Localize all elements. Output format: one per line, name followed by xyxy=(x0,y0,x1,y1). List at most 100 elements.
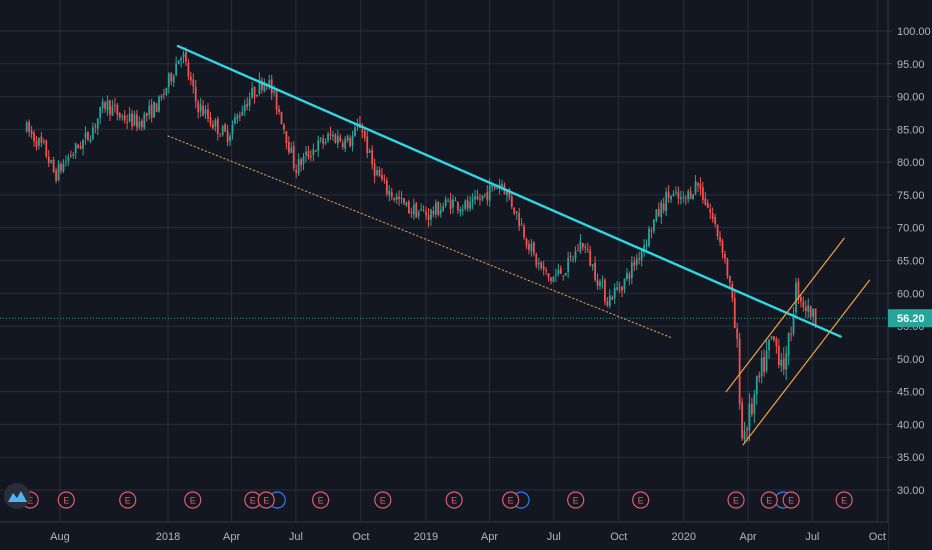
time-tick-label[interactable]: Jul xyxy=(289,531,303,543)
candle-body xyxy=(241,112,244,116)
candle-body xyxy=(743,431,746,440)
candle-body xyxy=(486,192,489,201)
time-tick-label[interactable]: Oct xyxy=(869,531,886,543)
price-tick-label[interactable]: 30.00 xyxy=(897,485,925,497)
candle-body xyxy=(96,118,99,129)
earnings-marker-label: E xyxy=(250,496,256,506)
tradingview-logo[interactable] xyxy=(4,483,30,509)
earnings-marker[interactable]: E xyxy=(727,491,745,509)
candle-body xyxy=(701,187,704,200)
trend-lines[interactable] xyxy=(167,44,871,446)
candle-body xyxy=(251,87,253,98)
price-tick-label[interactable]: 65.00 xyxy=(897,256,925,268)
candle-body xyxy=(407,201,410,214)
price-tick-label[interactable]: 45.00 xyxy=(897,387,925,399)
trend-line-channel-upper[interactable] xyxy=(725,237,845,393)
candle-body xyxy=(275,89,278,110)
trend-line-lower-support[interactable] xyxy=(167,135,673,339)
candle-body xyxy=(42,141,45,143)
earnings-marker[interactable]: E xyxy=(244,491,262,509)
candle-body xyxy=(405,202,408,206)
earnings-marker[interactable]: E xyxy=(760,491,778,509)
earnings-marker-circle xyxy=(782,491,800,509)
candle-body xyxy=(787,333,790,356)
earnings-marker[interactable]: E xyxy=(257,491,275,509)
time-tick-label[interactable]: Oct xyxy=(610,531,627,543)
time-tick-label[interactable]: Oct xyxy=(352,531,369,543)
price-tick-label[interactable]: 75.00 xyxy=(897,190,925,202)
candle-body xyxy=(153,101,155,118)
price-tick-label[interactable]: 90.00 xyxy=(897,92,925,104)
earnings-marker[interactable]: E xyxy=(632,491,650,509)
time-tick-label[interactable]: Apr xyxy=(739,531,756,543)
earnings-marker[interactable]: E xyxy=(57,491,75,509)
earnings-marker[interactable]: E xyxy=(119,491,137,509)
earnings-marker[interactable]: E xyxy=(782,491,800,509)
earnings-marker[interactable]: E xyxy=(502,491,520,509)
time-axis[interactable]: Aug 2018 Apr Jul Oct 2019 Apr Jul Oct 2020 Apr Jul O… xyxy=(0,521,888,550)
candle-body xyxy=(192,79,195,87)
candle-body xyxy=(214,120,217,127)
time-tick-label[interactable]: Jul xyxy=(805,531,819,543)
price-tick-label[interactable]: 40.00 xyxy=(897,419,925,431)
candle-body xyxy=(400,197,403,200)
price-tick-label[interactable]: 35.00 xyxy=(897,452,925,464)
price-tick-label[interactable]: 60.00 xyxy=(897,288,925,300)
time-tick-label[interactable]: Apr xyxy=(223,531,240,543)
time-tick-label[interactable]: Aug xyxy=(50,531,70,543)
candle-body xyxy=(162,93,165,95)
candle-body xyxy=(476,196,479,200)
time-tick-label[interactable]: 2019 xyxy=(414,531,438,543)
candle-body xyxy=(545,269,547,272)
earnings-marker[interactable]: E xyxy=(835,491,853,509)
trend-line-channel-lower[interactable] xyxy=(742,279,871,446)
candle-body xyxy=(417,211,420,216)
candle-body xyxy=(403,198,405,204)
earnings-marker-label: E xyxy=(638,496,644,506)
candle-body xyxy=(123,115,126,121)
price-tick-label[interactable]: 85.00 xyxy=(897,124,925,136)
earnings-marker[interactable]: E xyxy=(445,491,463,509)
candle-body xyxy=(807,305,810,313)
price-axis[interactable]: 100.00 95.00 90.00 85.00 80.00 75.00 70.00 65.0… xyxy=(887,0,932,550)
candle-body xyxy=(579,241,582,253)
earnings-marker[interactable]: E xyxy=(567,491,585,509)
candle-body xyxy=(765,351,768,371)
time-tick-label[interactable]: Jul xyxy=(547,531,561,543)
earnings-marker[interactable]: E xyxy=(184,491,202,509)
candle-body xyxy=(692,194,694,199)
candle-body xyxy=(481,195,484,200)
candle-body xyxy=(630,262,633,278)
time-tick-label[interactable]: 2018 xyxy=(156,531,180,543)
price-tick-label[interactable]: 95.00 xyxy=(897,59,925,71)
trend-line-main-resistance[interactable] xyxy=(176,44,842,338)
candle-body xyxy=(94,125,97,127)
time-tick-label[interactable]: 2020 xyxy=(672,531,696,543)
candle-body xyxy=(383,178,386,180)
price-tick-label[interactable]: 70.00 xyxy=(897,223,925,235)
candle-body xyxy=(410,212,413,214)
candle-body xyxy=(675,191,677,193)
price-tick-label[interactable]: 80.00 xyxy=(897,157,925,169)
candle-body xyxy=(814,308,817,325)
candle-body xyxy=(753,394,756,414)
candle-body xyxy=(626,272,628,280)
candle-body xyxy=(726,258,729,277)
price-tick-label[interactable]: 100.00 xyxy=(897,26,931,38)
candle-body xyxy=(197,102,200,113)
price-tick-label[interactable]: 50.00 xyxy=(897,354,925,366)
candle-body xyxy=(699,184,702,189)
time-tick-label[interactable]: Apr xyxy=(481,531,498,543)
candle-body xyxy=(207,109,209,119)
earnings-marker[interactable]: E xyxy=(312,491,330,509)
candle-body xyxy=(395,196,398,200)
candle-body xyxy=(456,201,459,211)
earnings-marker[interactable]: E xyxy=(374,491,392,509)
candle-body xyxy=(253,87,256,97)
candle-body xyxy=(750,403,753,415)
candle-body xyxy=(775,338,778,347)
candle-body xyxy=(224,124,227,132)
candle-body xyxy=(116,104,119,116)
